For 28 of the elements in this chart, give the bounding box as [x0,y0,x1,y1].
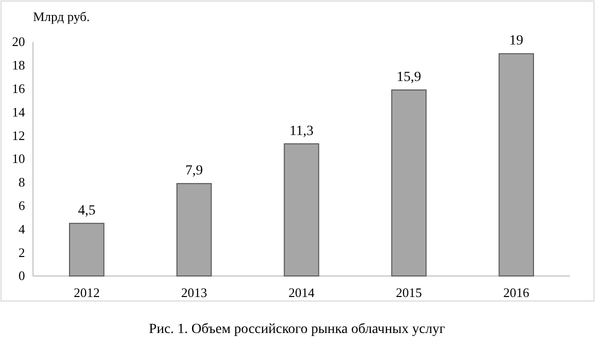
data-label: 15,9 [396,70,422,85]
data-label: 19 [509,34,524,49]
bar [284,143,320,276]
data-label: 11,3 [290,124,314,139]
bar [498,53,534,276]
data-label: 7,9 [185,164,203,179]
y-tick-label: 8 [18,174,25,190]
x-tick-label: 2013 [181,285,208,300]
y-tick-label: 2 [18,244,25,260]
bar [69,222,104,276]
x-tick-label: 2016 [503,285,530,300]
x-tick-label: 2014 [288,285,315,300]
y-tick-label: 20 [12,34,25,50]
x-tick-label: 2015 [396,285,422,300]
text: Рис. 1. Объем российского рынка облачных услуг [148,322,446,337]
y-tick-label: 6 [18,198,26,213]
y-tick-label: 10 [12,151,25,166]
y-axis-title: Млрд руб. [33,9,90,24]
x-tick-label: 2012 [74,285,100,300]
data-label: 4,5 [78,203,96,218]
y-tick-label: 18 [12,58,25,73]
y-tick-label: 16 [12,80,26,96]
y-tick-label: 4 [18,221,26,236]
bar [391,89,427,276]
y-tick-label: 0 [18,268,25,284]
bar [176,183,212,276]
y-tick-label: 14 [12,104,26,120]
y-tick-label: 12 [12,128,25,143]
